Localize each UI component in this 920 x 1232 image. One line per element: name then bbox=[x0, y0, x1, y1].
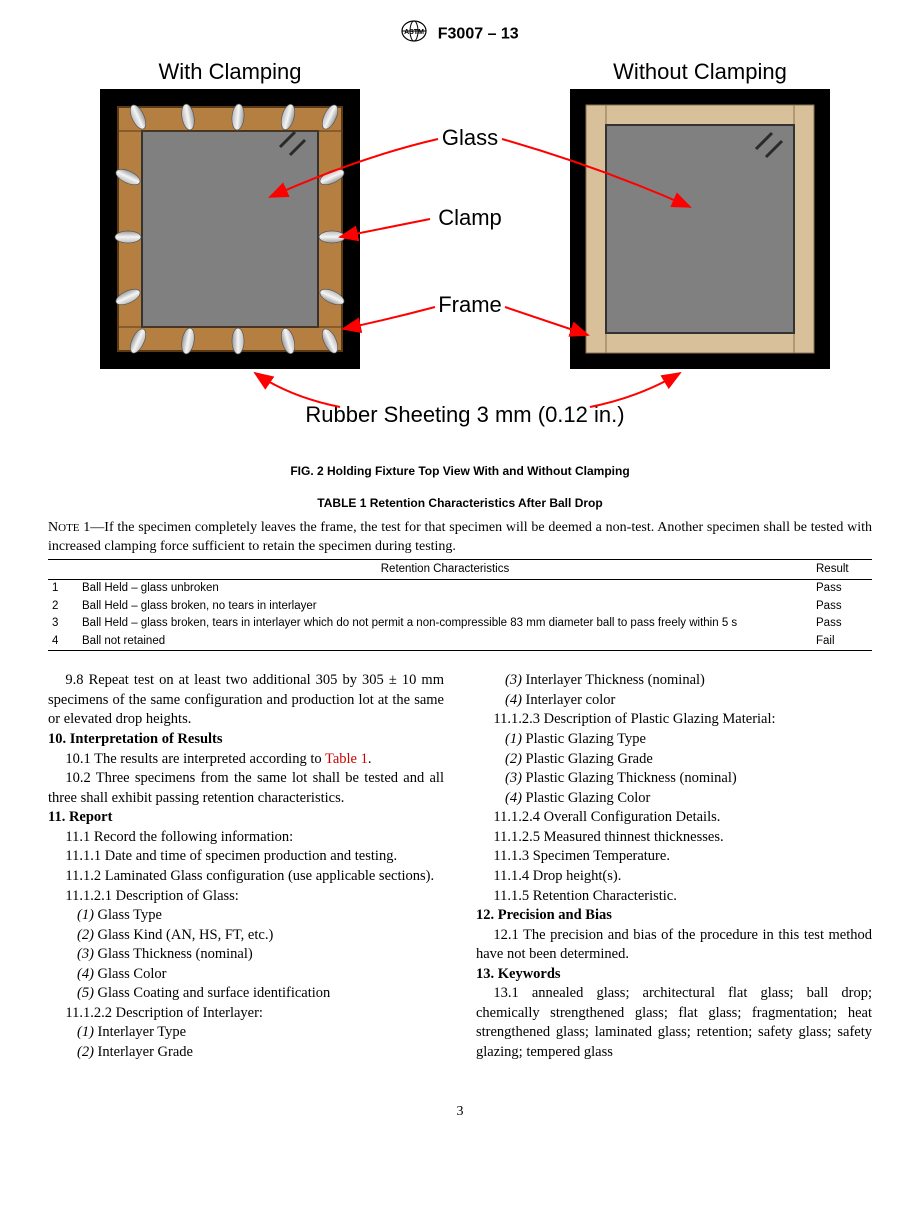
glass-4: (4) Glass Color bbox=[48, 965, 444, 985]
p-11-1-2-1: 11.1.2.1 Description of Glass: bbox=[48, 887, 444, 907]
figure-caption: FIG. 2 Holding Fixture Top View With and… bbox=[48, 463, 872, 479]
table-row: 3 Ball Held – glass broken, tears in int… bbox=[48, 615, 872, 633]
head-11: 11. Report bbox=[48, 808, 444, 828]
head-10: 10. Interpretation of Results bbox=[48, 730, 444, 750]
p-11-1-3: 11.1.3 Specimen Temperature. bbox=[476, 847, 872, 867]
table-row: 2 Ball Held – glass broken, no tears in … bbox=[48, 598, 872, 616]
th-result: Result bbox=[812, 559, 872, 580]
glass-1: (1) Glass Type bbox=[48, 906, 444, 926]
th-characteristics: Retention Characteristics bbox=[78, 559, 812, 580]
p-11-1-2-3: 11.1.2.3 Description of Plastic Glazing … bbox=[476, 710, 872, 730]
link-table1[interactable]: Table 1 bbox=[325, 751, 368, 767]
retention-table: Retention Characteristics Result 1 Ball … bbox=[48, 559, 872, 652]
label-glass: Glass bbox=[442, 125, 498, 150]
p-10-2: 10.2 Three specimens from the same lot s… bbox=[48, 769, 444, 808]
pg-2: (2) Plastic Glazing Grade bbox=[476, 750, 872, 770]
p-11-1-5: 11.1.5 Retention Characteristic. bbox=[476, 887, 872, 907]
p-9-8: 9.8 Repeat test on at least two addition… bbox=[48, 671, 444, 730]
p-11-1-2-4: 11.1.2.4 Overall Configuration Details. bbox=[476, 808, 872, 828]
left-panel bbox=[100, 89, 360, 369]
table-row: 4 Ball not retained Fail bbox=[48, 633, 872, 651]
page-header: ASTM F3007 – 13 bbox=[48, 20, 872, 49]
table-row: 1 Ball Held – glass unbroken Pass bbox=[48, 580, 872, 598]
p-12-1: 12.1 The precision and bias of the proce… bbox=[476, 926, 872, 965]
head-13: 13. Keywords bbox=[476, 965, 872, 985]
fig-title-right: Without Clamping bbox=[613, 59, 787, 84]
figure-svg: With Clamping Without Clamping bbox=[80, 57, 840, 457]
head-12: 12. Precision and Bias bbox=[476, 906, 872, 926]
astm-logo: ASTM bbox=[401, 20, 427, 49]
label-frame: Frame bbox=[438, 292, 502, 317]
figure-2: With Clamping Without Clamping bbox=[48, 57, 872, 479]
pg-4: (4) Plastic Glazing Color bbox=[476, 789, 872, 809]
p-11-1-4: 11.1.4 Drop height(s). bbox=[476, 867, 872, 887]
inter-4: (4) Interlayer color bbox=[476, 691, 872, 711]
p-11-1: 11.1 Record the following information: bbox=[48, 828, 444, 848]
label-clamp: Clamp bbox=[438, 205, 502, 230]
p-11-1-2: 11.1.2 Laminated Glass configuration (us… bbox=[48, 867, 444, 887]
table-note: NOTE 1—If the specimen completely leaves… bbox=[48, 519, 872, 557]
fig-title-left: With Clamping bbox=[158, 59, 301, 84]
glass-3: (3) Glass Thickness (nominal) bbox=[48, 945, 444, 965]
right-panel bbox=[570, 89, 830, 369]
glass-5: (5) Glass Coating and surface identifica… bbox=[48, 984, 444, 1004]
p-13-1: 13.1 annealed glass; architectural flat … bbox=[476, 984, 872, 1062]
svg-text:ASTM: ASTM bbox=[404, 29, 424, 36]
glass-2: (2) Glass Kind (AN, HS, FT, etc.) bbox=[48, 926, 444, 946]
inter-2: (2) Interlayer Grade bbox=[48, 1043, 444, 1063]
inter-1: (1) Interlayer Type bbox=[48, 1023, 444, 1043]
p-11-1-1: 11.1.1 Date and time of specimen product… bbox=[48, 847, 444, 867]
pg-1: (1) Plastic Glazing Type bbox=[476, 730, 872, 750]
table-title: TABLE 1 Retention Characteristics After … bbox=[48, 495, 872, 511]
spec-number: F3007 – 13 bbox=[438, 26, 519, 43]
p-11-1-2-5: 11.1.2.5 Measured thinnest thicknesses. bbox=[476, 828, 872, 848]
p-10-1: 10.1 The results are interpreted accordi… bbox=[48, 750, 444, 770]
label-rubber: Rubber Sheeting 3 mm (0.12 in.) bbox=[305, 402, 624, 427]
page-number: 3 bbox=[48, 1103, 872, 1122]
pg-3: (3) Plastic Glazing Thickness (nominal) bbox=[476, 769, 872, 789]
body-text: 9.8 Repeat test on at least two addition… bbox=[48, 671, 872, 1062]
inter-3: (3) Interlayer Thickness (nominal) bbox=[476, 671, 872, 691]
p-11-1-2-2: 11.1.2.2 Description of Interlayer: bbox=[48, 1004, 444, 1024]
